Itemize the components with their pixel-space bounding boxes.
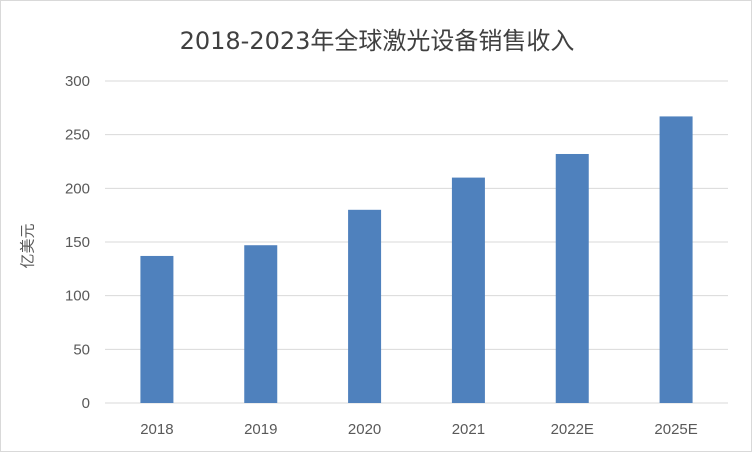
bar xyxy=(659,116,693,404)
bar xyxy=(451,177,485,403)
y-tick-label: 150 xyxy=(65,234,90,251)
y-tick-label: 0 xyxy=(82,395,90,412)
y-tick-label: 250 xyxy=(65,127,90,144)
x-tick-label: 2018 xyxy=(140,421,173,438)
chart-title: 2018-2023年全球激光设备销售收入 xyxy=(179,27,575,55)
x-tick-label: 2022E xyxy=(551,421,594,438)
x-tick-label: 2019 xyxy=(244,421,277,438)
bar xyxy=(348,209,382,403)
bar xyxy=(140,255,174,403)
x-tick-label: 2025E xyxy=(654,421,697,438)
x-tick-label: 2020 xyxy=(348,421,381,438)
y-tick-label: 200 xyxy=(65,180,90,197)
y-tick-label: 100 xyxy=(65,288,90,305)
x-tick-label: 2021 xyxy=(452,421,485,438)
y-tick-label: 50 xyxy=(73,341,90,358)
bar xyxy=(244,245,278,403)
y-tick-label: 300 xyxy=(65,73,90,90)
bar xyxy=(555,153,589,403)
